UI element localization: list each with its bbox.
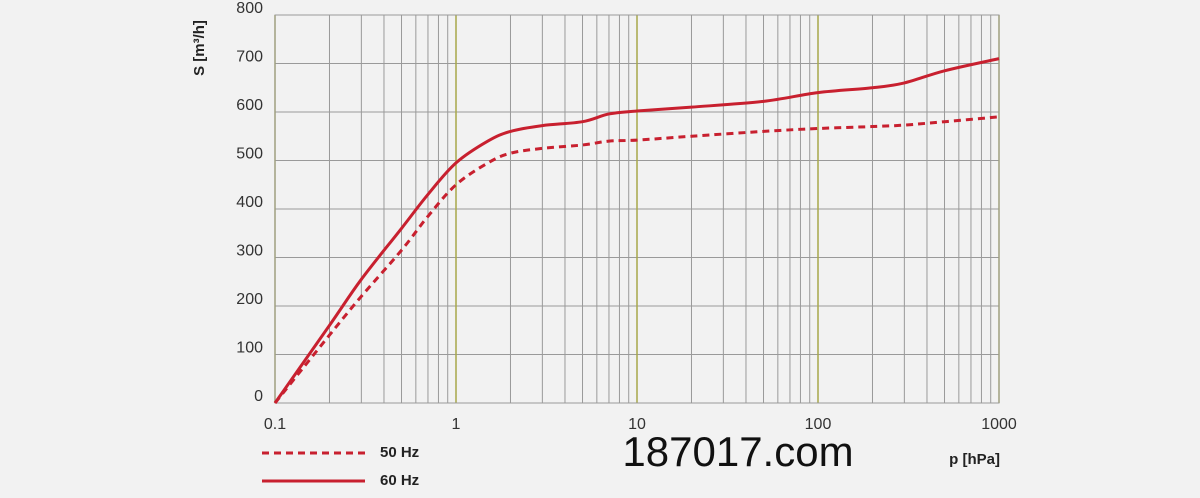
y-tick-label: 200 xyxy=(236,291,263,308)
x-tick-label: 1000 xyxy=(981,416,1017,433)
series-line xyxy=(273,57,1000,404)
y-tick-label: 300 xyxy=(236,243,263,260)
plot-frame xyxy=(274,14,1000,404)
y-tick-label: 600 xyxy=(236,97,263,114)
x-tick-label: 100 xyxy=(805,416,832,433)
y-tick-label: 700 xyxy=(236,49,263,66)
y-tick-label: 100 xyxy=(236,340,263,357)
x-axis-label: p [hPa] xyxy=(949,451,1000,468)
legend-label: 60 Hz xyxy=(380,472,419,489)
y-tick-label: 0 xyxy=(254,388,263,405)
series-line xyxy=(273,115,1000,404)
y-tick-label: 800 xyxy=(236,0,263,17)
x-tick-label: 0.1 xyxy=(264,416,286,433)
y-axis-label: S [m³/h] xyxy=(191,20,208,76)
x-tick-label: 10 xyxy=(628,416,646,433)
y-tick-label: 400 xyxy=(236,194,263,211)
watermark: 187017.com xyxy=(622,428,853,475)
x-tick-label: 1 xyxy=(452,416,461,433)
legend-label: 50 Hz xyxy=(380,444,419,461)
y-tick-label: 500 xyxy=(236,146,263,163)
